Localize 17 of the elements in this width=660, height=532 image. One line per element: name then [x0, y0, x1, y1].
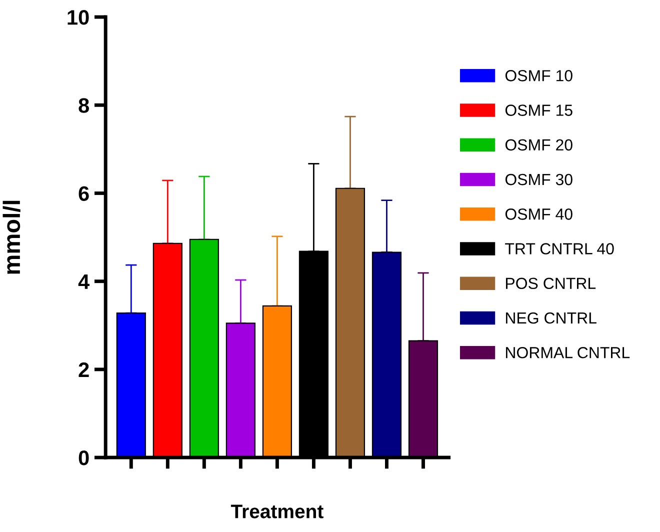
y-tick-label: 8: [78, 98, 89, 113]
legend-label: OSMF 10: [505, 70, 572, 82]
legend-label: OSMF 15: [505, 104, 572, 116]
y-tick-label: 0: [78, 450, 89, 466]
y-tick-label: 2: [78, 362, 89, 377]
legend-label: POS CNTRL: [506, 278, 596, 290]
legend-label: OSMF 40: [505, 208, 572, 220]
y-axis-title: mmol/l: [2, 200, 20, 274]
legend-label: TRT CNTRL 40: [505, 243, 614, 254]
legend-label: NORMAL CNTRL: [506, 346, 630, 358]
y-tick-label: 10: [68, 10, 89, 25]
x-axis-title: Treatment: [230, 504, 324, 518]
legend-label: OSMF 30: [505, 174, 572, 186]
legend-label: OSMF 20: [505, 139, 572, 151]
y-tick-label: 4: [78, 274, 90, 289]
legend-label: NEG CNTRL: [506, 312, 596, 324]
y-tick-label: 6: [78, 186, 89, 201]
